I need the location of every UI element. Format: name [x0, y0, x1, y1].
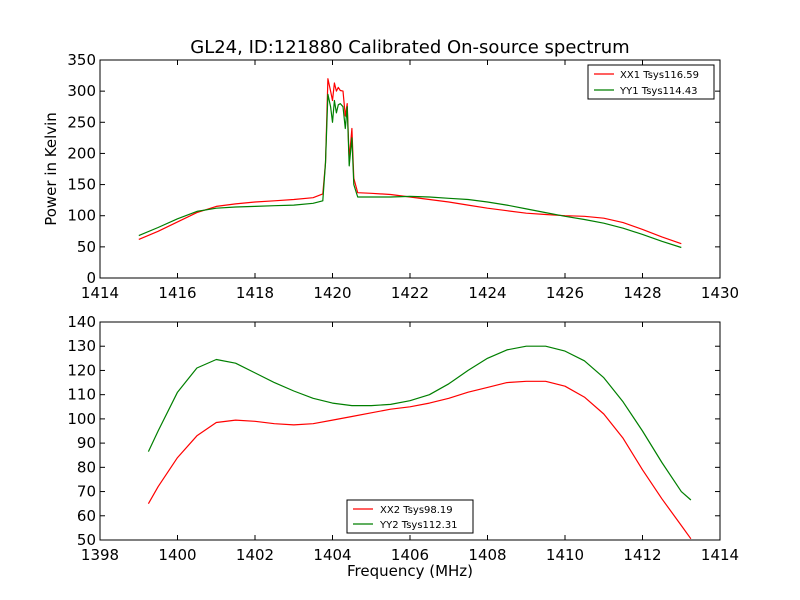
bottom-x-tick-label: 1398 — [81, 546, 119, 564]
top-x-tick-label: 1416 — [158, 284, 196, 302]
bottom-x-tick-label: 1412 — [623, 546, 661, 564]
bottom-y-tick-label: 70 — [77, 483, 96, 501]
top-legend-label-yy1: YY1 Tsys114.43 — [619, 86, 698, 97]
bottom-y-tick-label: 80 — [77, 458, 96, 476]
top-x-tick-label: 1424 — [468, 284, 506, 302]
top-y-tick-label: 350 — [67, 51, 96, 69]
bottom-x-axis-label: Frequency (MHz) — [347, 562, 473, 580]
top-x-tick-label: 1414 — [81, 284, 119, 302]
bottom-x-tick-label: 1414 — [701, 546, 739, 564]
bottom-y-tick-label: 140 — [67, 313, 96, 331]
top-x-tick-label: 1422 — [391, 284, 429, 302]
top-y-tick-label: 300 — [67, 82, 96, 100]
bottom-series-lines — [147, 345, 692, 540]
bottom-series-line-yy2 — [147, 345, 692, 501]
bottom-x-tick-label: 1406 — [391, 546, 429, 564]
top-legend-box — [587, 64, 715, 100]
bottom-x-tick-label: 1400 — [158, 546, 196, 564]
bottom-x-tick-label: 1404 — [313, 546, 351, 564]
bottom-legend-label-xx2: XX2 Tsys98.19 — [380, 505, 453, 516]
bottom-panel: 1398 1400 1402 1404 1406 1408 1410 1412 1414 50 60… — [67, 313, 739, 580]
bottom-y-tick-label: 110 — [67, 386, 96, 404]
top-legend: XX1 Tsys116.59 YY1 Tsys114.43 — [587, 64, 715, 100]
bottom-legend-box — [346, 499, 474, 534]
bottom-ticks: 1398 1400 1402 1404 1406 1408 1410 1412 1414 50 60… — [67, 313, 739, 564]
top-x-tick-label: 1430 — [701, 284, 739, 302]
top-series-line-yy1 — [138, 93, 682, 249]
top-y-tick-label: 100 — [67, 207, 96, 225]
top-y-axis-label: Power in Kelvin — [42, 112, 60, 226]
top-y-tick-label: 150 — [67, 176, 96, 194]
bottom-legend: XX2 Tsys98.19 YY2 Tsys112.31 — [346, 499, 474, 534]
top-ticks: 1414 1416 1418 1420 1422 1424 1426 1428 1430 0 50 1… — [67, 51, 739, 302]
top-series-lines — [138, 78, 682, 249]
top-x-tick-label: 1418 — [236, 284, 274, 302]
top-x-tick-label: 1428 — [623, 284, 661, 302]
top-legend-label-xx1: XX1 Tsys116.59 — [620, 70, 699, 81]
top-x-tick-label: 1426 — [546, 284, 584, 302]
bottom-y-tick-label: 100 — [67, 410, 96, 428]
top-y-tick-label: 250 — [67, 113, 96, 131]
bottom-x-tick-label: 1402 — [236, 546, 274, 564]
top-y-tick-label: 0 — [86, 269, 96, 287]
bottom-x-tick-label: 1408 — [468, 546, 506, 564]
bottom-x-tick-label: 1410 — [546, 546, 584, 564]
top-x-tick-label: 1420 — [313, 284, 351, 302]
bottom-y-tick-label: 130 — [67, 337, 96, 355]
bottom-y-tick-label: 50 — [77, 531, 96, 549]
top-series-line-xx1 — [138, 78, 682, 245]
bottom-series-line-xx2 — [147, 380, 692, 540]
bottom-legend-label-yy2: YY2 Tsys112.31 — [379, 520, 458, 531]
bottom-y-tick-label: 120 — [67, 361, 96, 379]
top-chart-title: GL24, ID:121880 Calibrated On-source spe… — [190, 37, 629, 58]
top-panel: GL24, ID:121880 Calibrated On-source spe… — [42, 37, 739, 302]
top-y-tick-label: 200 — [67, 144, 96, 162]
bottom-y-tick-label: 60 — [77, 507, 96, 525]
bottom-y-tick-label: 90 — [77, 434, 96, 452]
top-y-tick-label: 50 — [77, 238, 96, 256]
